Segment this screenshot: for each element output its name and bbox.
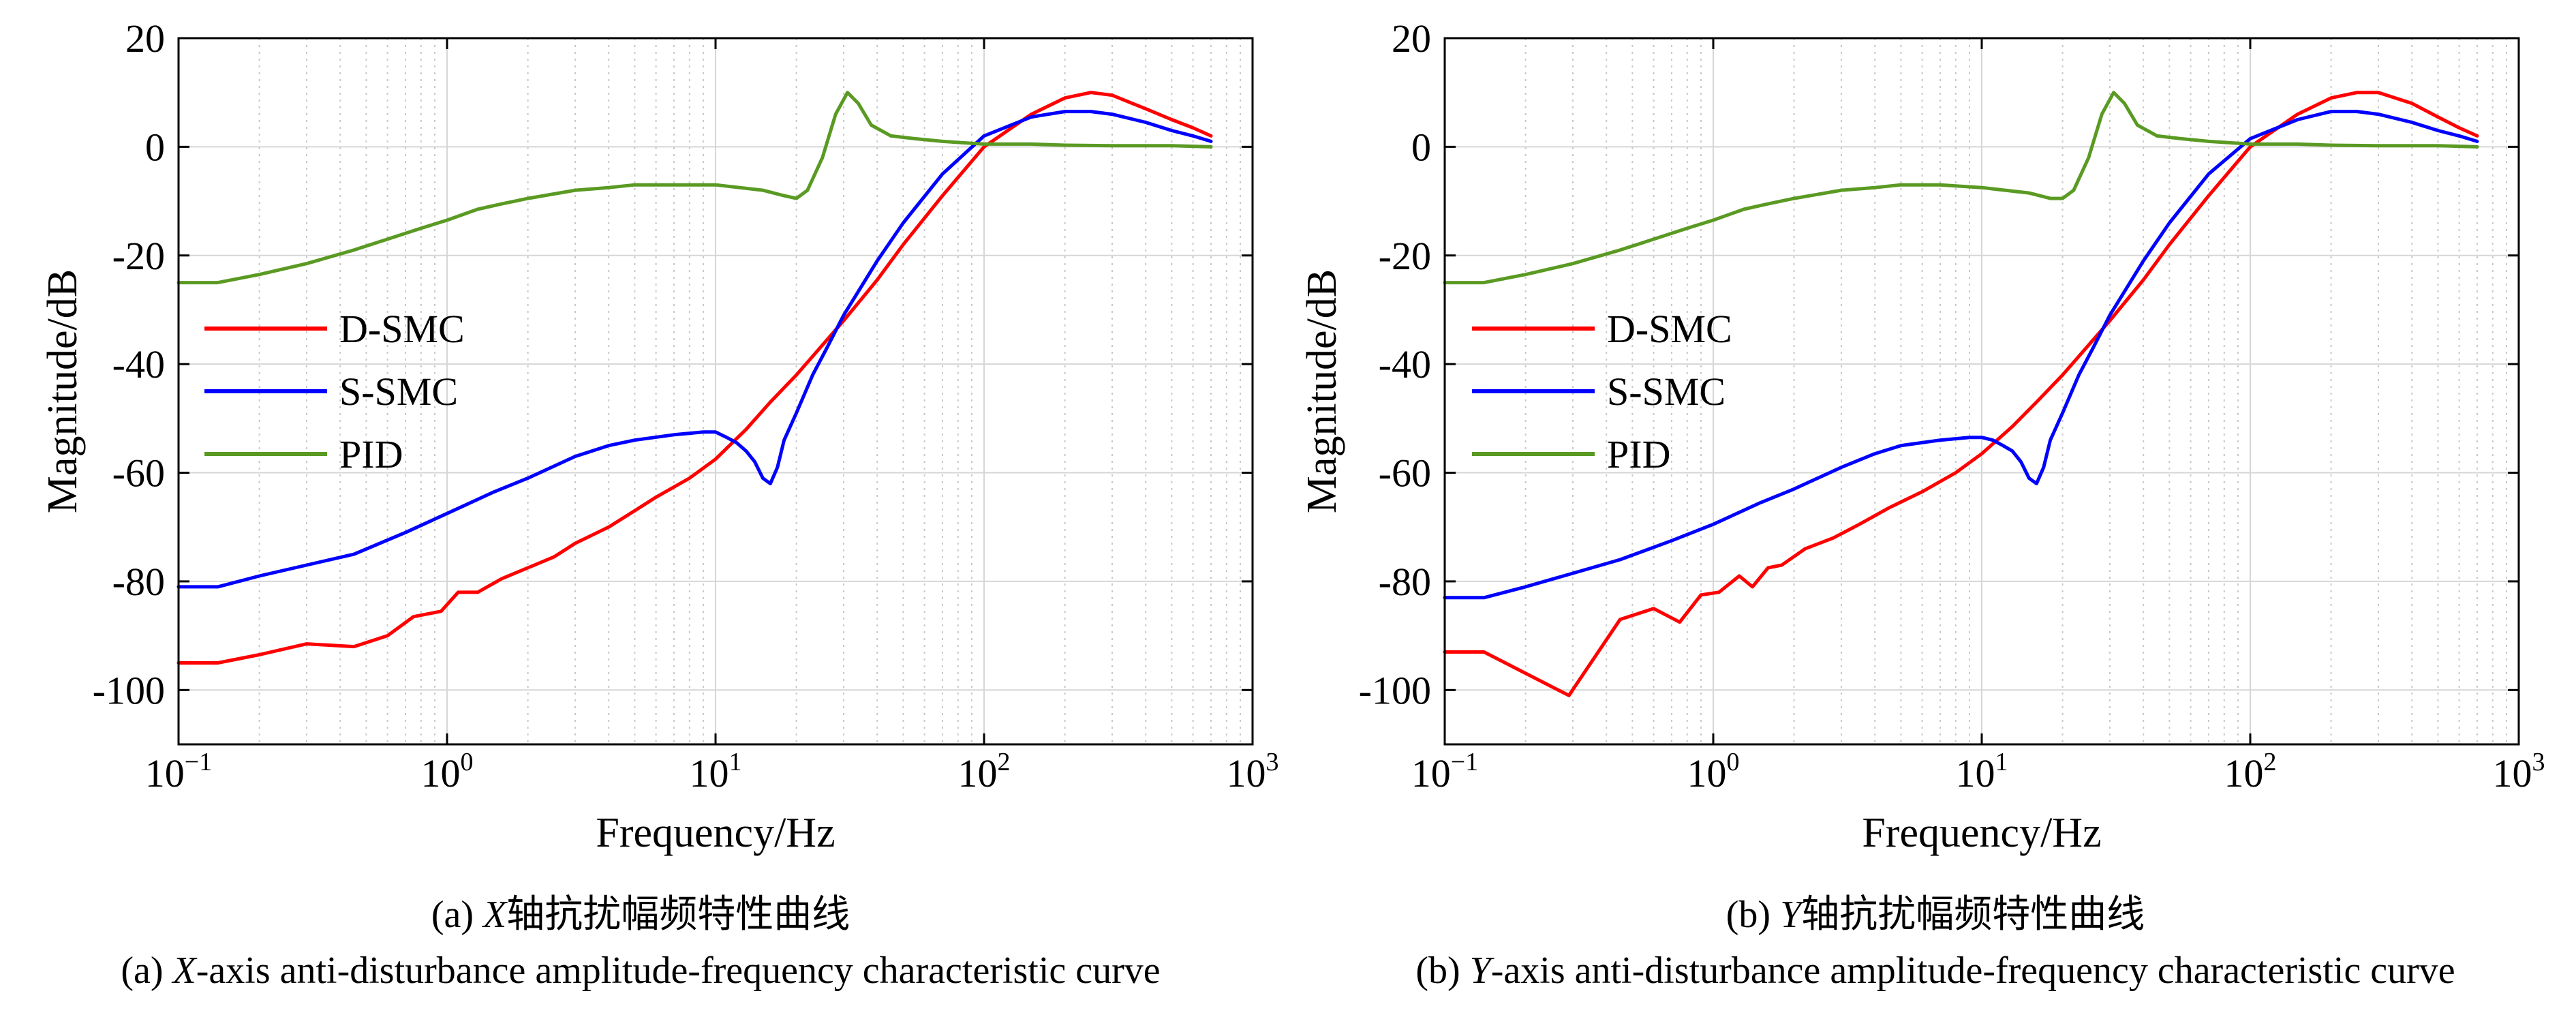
y-tick-label: -60	[1379, 451, 1431, 496]
y-axis-label: Magnitude/dB	[1299, 269, 1345, 513]
caption-b-en: (b) Y-axis anti-disturbance amplitude-fr…	[1295, 949, 2576, 992]
x-tick-label: 10−1	[145, 748, 212, 795]
caption-a-cn-suffix: 轴抗扰幅频特性曲线	[506, 894, 850, 936]
series-line-s-smc	[177, 110, 1213, 589]
caption-b-cn-prefix: (b)	[1726, 894, 1781, 936]
caption-b-cn-axis: Y	[1780, 894, 1802, 936]
series-line-s-smc	[1443, 110, 2479, 600]
caption-a-en-suffix: -axis anti-disturbance amplitude-frequen…	[196, 950, 1161, 992]
caption-b-en-prefix: (b)	[1415, 950, 1470, 992]
x-axis-label: Frequency/Hz	[1862, 810, 2101, 856]
legend-label-s-smc: S-SMC	[339, 369, 458, 414]
x-tick-label: 102	[2224, 748, 2277, 795]
x-tick-label: 10−1	[1411, 748, 1478, 795]
x-tick-label: 101	[1956, 748, 2008, 795]
caption-b-cn: (b) Y轴抗扰幅频特性曲线	[1295, 883, 2576, 939]
series-line-d-smc	[1443, 91, 2479, 697]
x-tick-label: 102	[958, 748, 1011, 795]
caption-b-cn-suffix: 轴抗扰幅频特性曲线	[1801, 894, 2145, 936]
legend-label-d-smc: D-SMC	[339, 307, 465, 351]
legend-label-d-smc: D-SMC	[1607, 307, 1732, 351]
x-tick-label: 103	[2493, 748, 2545, 795]
x-tick-label: 103	[1227, 748, 1279, 795]
y-tick-label: -40	[112, 342, 165, 386]
legend-label-s-smc: S-SMC	[1607, 369, 1726, 414]
y-tick-label: 20	[125, 16, 165, 61]
y-tick-label: -80	[112, 560, 165, 604]
y-tick-label: -80	[1379, 560, 1431, 604]
y-tick-label: -60	[112, 451, 165, 496]
x-axis-label: Frequency/Hz	[596, 810, 835, 856]
y-tick-label: -20	[1379, 234, 1431, 278]
y-tick-label: 0	[1411, 125, 1431, 169]
y-tick-label: 20	[1392, 16, 1431, 61]
caption-b-en-axis: Y	[1469, 950, 1491, 992]
caption-a-cn-axis: X	[482, 894, 507, 936]
caption-b-en-suffix: -axis anti-disturbance amplitude-frequen…	[1490, 950, 2455, 992]
caption-a-en-axis: X	[172, 950, 196, 992]
x-tick-label: 101	[690, 748, 742, 795]
caption-a-cn: (a) X轴抗扰幅频特性曲线	[0, 883, 1281, 939]
chart-a: 20 0 -20 -40 -60 -80 -100 10−1 100 101 102 103 Frequ…	[40, 16, 1279, 856]
y-tick-label: 0	[145, 125, 165, 169]
y-tick-label: -40	[1379, 342, 1431, 386]
legend-label-pid: PID	[339, 432, 403, 476]
caption-a-cn-prefix: (a)	[431, 894, 483, 936]
series-line-pid	[1443, 91, 2479, 285]
series-line-pid	[177, 91, 1213, 285]
y-axis-label: Magnitude/dB	[40, 269, 86, 513]
series-line-d-smc	[177, 91, 1213, 665]
caption-a-en-prefix: (a)	[121, 950, 173, 992]
chart-b: 20 0 -20 -40 -60 -80 -100 10−1 100 101 102 103 Frequ…	[1299, 16, 2545, 856]
legend-label-pid: PID	[1607, 432, 1670, 476]
caption-a-en: (a) X-axis anti-disturbance amplitude-fr…	[0, 949, 1281, 992]
y-tick-label: -100	[1359, 668, 1431, 712]
y-tick-label: -100	[93, 668, 165, 712]
x-tick-label: 100	[1687, 748, 1740, 795]
x-tick-label: 100	[421, 748, 474, 795]
y-tick-label: -20	[112, 234, 165, 278]
